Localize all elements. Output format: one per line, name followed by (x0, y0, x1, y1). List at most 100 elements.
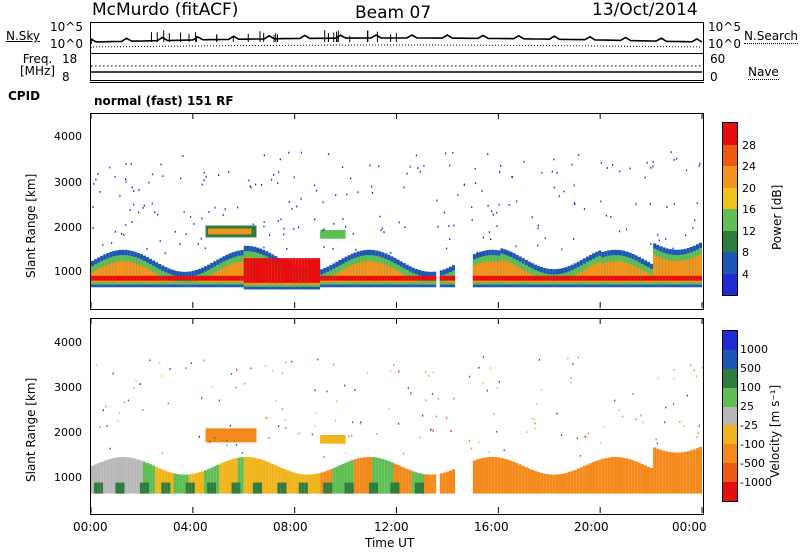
velocity-cb-tick-m100: -100 (740, 438, 765, 451)
power-scatter (573, 238, 574, 240)
power-echo-peak (635, 276, 638, 281)
velocity-echo (696, 448, 699, 493)
power-scatter (300, 198, 301, 200)
power-echo-peak (440, 276, 443, 281)
velocity-scatter (216, 441, 217, 443)
velocity-echo (647, 467, 650, 494)
velocity-scatter (499, 381, 500, 383)
power-scatter (380, 229, 381, 231)
velocity-echo (360, 458, 363, 494)
velocity-echo (574, 470, 577, 494)
velocity-echo (109, 459, 112, 494)
power-scatter (138, 212, 139, 214)
velocity-scatter (354, 389, 355, 391)
velocity-colorbar-segment (723, 350, 737, 369)
power-scatter (298, 226, 299, 228)
power-echo-peak (265, 258, 268, 283)
velocity-scatter (534, 423, 535, 425)
velocity-colorbar (722, 330, 738, 502)
power-echo-high (421, 282, 424, 283)
power-echo-peak (537, 276, 540, 281)
power-echo-peak (268, 258, 271, 283)
power-scatter (342, 218, 343, 220)
power-scatter (301, 152, 302, 154)
velocity-echo (641, 464, 644, 493)
power-scatter (125, 178, 126, 180)
power-scatter (697, 202, 698, 204)
velocity-echo (366, 457, 369, 494)
power-echo-peak (638, 276, 641, 281)
velocity-echo (363, 457, 366, 493)
velocity-patch (320, 435, 345, 444)
velocity-scatter (572, 363, 573, 365)
power-ytick-2000: 2000 (54, 221, 82, 234)
velocity-scatter (640, 415, 641, 417)
velocity-scatter (580, 455, 581, 457)
velocity-echo-green (280, 483, 283, 494)
power-colorbar-segment (723, 145, 737, 167)
power-echo-peak (678, 276, 681, 281)
power-scatter (218, 174, 219, 176)
velocity-scatter (393, 364, 394, 366)
power-scatter (448, 225, 449, 227)
power-echo-peak (189, 276, 192, 281)
velocity-echo-green (146, 483, 149, 494)
velocity-scatter (285, 427, 286, 429)
power-scatter (650, 167, 651, 169)
power-scatter (487, 205, 488, 207)
velocity-scatter (478, 367, 479, 369)
velocity-echo (488, 457, 491, 494)
velocity-echo (406, 469, 409, 494)
power-scatter (237, 207, 238, 209)
power-scatter (420, 171, 421, 173)
power-scatter (487, 153, 488, 155)
power-echo-peak (357, 276, 360, 281)
power-scatter (323, 246, 324, 248)
velocity-echo-green (390, 483, 393, 494)
velocity-scatter (236, 387, 237, 389)
power-scatter (278, 171, 279, 173)
power-scatter (493, 214, 494, 216)
velocity-echo (271, 464, 274, 494)
power-echo-peak (345, 276, 348, 281)
velocity-echo-green (186, 483, 189, 494)
power-scatter (109, 167, 110, 169)
velocity-scatter (600, 442, 601, 444)
velocity-echo-green (326, 483, 329, 494)
power-echo-peak (259, 258, 262, 283)
xlabel: Time UT (365, 536, 414, 550)
velocity-echo (528, 469, 531, 494)
velocity-echo (473, 460, 476, 493)
velocity-echo (513, 462, 516, 494)
power-scatter (600, 201, 601, 203)
velocity-echo (632, 460, 635, 493)
power-scatter (545, 238, 546, 240)
power-scatter (201, 218, 202, 220)
power-scatter (537, 227, 538, 229)
velocity-echo (387, 461, 390, 494)
power-echo-peak (277, 258, 280, 283)
velocity-echo (247, 457, 250, 494)
power-echo-peak (696, 276, 699, 281)
velocity-echo (228, 460, 231, 494)
velocity-scatter (149, 359, 150, 361)
velocity-echo-green (345, 483, 348, 494)
velocity-cb-tick-1000: 1000 (740, 343, 768, 356)
velocity-scatter (142, 409, 143, 411)
power-echo-high (186, 283, 189, 284)
power-scatter (280, 218, 281, 220)
velocity-echo-green (235, 483, 238, 494)
power-scatter (328, 153, 329, 155)
power-scatter (490, 238, 491, 240)
power-echo-peak (598, 276, 601, 281)
power-echo-peak (443, 276, 446, 281)
power-echo-peak (253, 258, 256, 283)
power-scatter (452, 152, 453, 154)
power-scatter (673, 159, 674, 161)
power-scatter (322, 230, 323, 232)
velocity-echo (623, 458, 626, 494)
power-echo-peak (118, 276, 121, 281)
power-echo-peak (363, 276, 366, 281)
velocity-scatter (159, 362, 160, 364)
power-scatter (650, 243, 651, 245)
